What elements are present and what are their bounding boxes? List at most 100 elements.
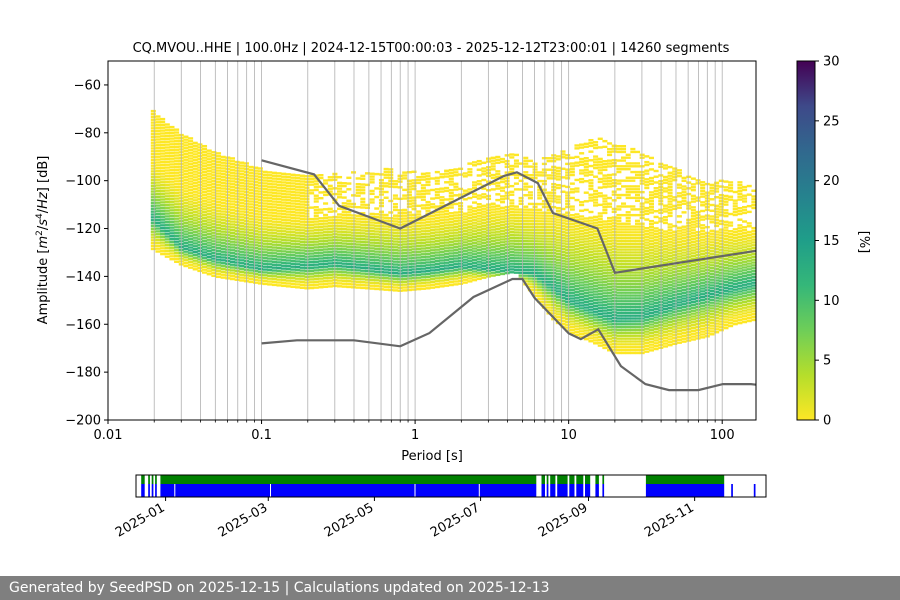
heatmap-cell <box>420 258 426 262</box>
heatmap-column <box>495 155 501 276</box>
heatmap-cell <box>490 159 496 162</box>
heatmap-cell <box>611 276 617 280</box>
heatmap-cell <box>555 175 561 178</box>
heatmap-cell <box>565 268 571 272</box>
heatmap-cell <box>644 241 650 244</box>
heatmap-cell <box>616 245 622 248</box>
heatmap-cell <box>481 193 487 196</box>
heatmap-cell <box>202 188 208 191</box>
heatmap-cell <box>513 208 519 211</box>
heatmap-cell <box>313 185 319 189</box>
heatmap-cell <box>183 193 189 196</box>
heatmap-cell <box>518 245 524 249</box>
heatmap-cell <box>262 210 268 214</box>
heatmap-cell <box>388 179 394 183</box>
heatmap-cell <box>360 229 366 232</box>
heatmap-cell <box>388 277 394 280</box>
heatmap-cell <box>202 165 208 168</box>
heatmap-cell <box>453 171 459 174</box>
heatmap-cell <box>616 208 622 211</box>
heatmap-cell <box>537 225 543 229</box>
heatmap-cell <box>541 217 547 220</box>
heatmap-cell <box>490 205 496 208</box>
heatmap-cell <box>257 253 263 256</box>
heatmap-cell <box>467 171 473 174</box>
heatmap-cell <box>253 246 259 250</box>
heatmap-cell <box>481 230 487 233</box>
heatmap-cell <box>560 176 566 179</box>
heatmap-cell <box>630 317 636 320</box>
heatmap-cell <box>644 313 650 316</box>
heatmap-cell <box>309 240 315 244</box>
heatmap-cell <box>211 245 217 249</box>
heatmap-cell <box>602 228 608 232</box>
heatmap-cell <box>616 314 622 317</box>
heatmap-cell <box>597 215 603 218</box>
heatmap-cell <box>276 223 282 227</box>
heatmap-cell <box>346 265 352 269</box>
heatmap-cell <box>430 240 436 243</box>
heatmap-cell <box>476 257 482 260</box>
heatmap-cell <box>155 152 161 156</box>
heatmap-cell <box>271 260 277 264</box>
heatmap-cell <box>444 215 450 218</box>
heatmap-cell <box>364 226 371 230</box>
heatmap-cell <box>169 160 175 163</box>
heatmap-cell <box>239 250 245 253</box>
heatmap-cell <box>150 161 156 164</box>
heatmap-cell <box>383 265 389 268</box>
heatmap-cell <box>337 244 343 248</box>
heatmap-cell <box>160 158 166 161</box>
heatmap-cell <box>295 260 301 263</box>
heatmap-cell <box>644 330 650 333</box>
heatmap-cell <box>453 265 459 269</box>
heatmap-cell <box>588 250 594 254</box>
heatmap-cell <box>202 190 208 194</box>
heatmap-cell <box>309 255 315 258</box>
heatmap-cell <box>607 216 613 220</box>
heatmap-cell <box>537 245 543 249</box>
heatmap-cell <box>337 250 343 254</box>
heatmap-cell <box>150 175 156 179</box>
heatmap-cell <box>467 219 473 223</box>
heatmap-cell <box>309 243 315 247</box>
heatmap-cell <box>579 324 585 327</box>
heatmap-cell <box>174 194 180 197</box>
heatmap-cell <box>369 212 375 216</box>
heatmap-cell <box>667 266 673 269</box>
heatmap-cell <box>495 158 501 162</box>
heatmap-cell <box>388 257 394 260</box>
heatmap-cell <box>253 175 259 178</box>
heatmap-cell <box>560 273 566 277</box>
heatmap-column <box>565 154 571 332</box>
heatmap-cell <box>634 236 641 240</box>
heatmap-cell <box>644 247 650 250</box>
heatmap-cell <box>402 243 408 246</box>
heatmap-cell <box>504 263 510 266</box>
heatmap-cell <box>597 298 603 301</box>
heatmap-cell <box>150 121 156 124</box>
heatmap-cell <box>546 191 552 194</box>
heatmap-cell <box>462 278 468 281</box>
heatmap-cell <box>616 282 622 286</box>
heatmap-cell <box>253 255 259 258</box>
heatmap-cell <box>560 222 566 225</box>
heatmap-cell <box>444 175 450 178</box>
heatmap-column <box>215 152 222 279</box>
heatmap-cell <box>676 332 682 336</box>
heatmap-cell <box>295 197 301 200</box>
heatmap-cell <box>169 128 175 132</box>
heatmap-cell <box>285 259 291 262</box>
heatmap-cell <box>532 237 538 240</box>
heatmap-cell <box>462 246 468 250</box>
heatmap-cell <box>206 163 212 167</box>
heatmap-cell <box>607 271 613 274</box>
heatmap-cell <box>416 175 422 179</box>
heatmap-cell <box>267 260 273 263</box>
heatmap-cell <box>579 287 585 290</box>
heatmap-cell <box>634 294 641 297</box>
heatmap-cell <box>411 265 417 268</box>
heatmap-cell <box>174 174 180 177</box>
heatmap-cell <box>560 150 566 153</box>
heatmap-cell <box>574 330 580 334</box>
